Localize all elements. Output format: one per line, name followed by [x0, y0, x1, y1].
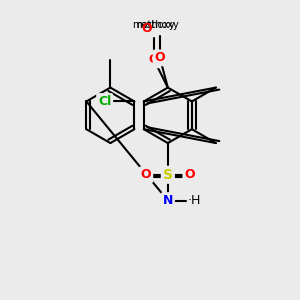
Text: Cl: Cl	[98, 95, 111, 108]
Text: O: O	[154, 51, 165, 64]
Text: methoxy: methoxy	[136, 20, 179, 30]
Text: O: O	[141, 22, 152, 34]
Text: O: O	[149, 53, 159, 66]
Text: N: N	[163, 194, 173, 207]
Text: O: O	[184, 168, 195, 181]
Text: methoxy: methoxy	[133, 20, 175, 30]
Text: S: S	[163, 168, 173, 182]
Text: ·H: ·H	[188, 194, 201, 207]
Text: O: O	[141, 168, 151, 181]
